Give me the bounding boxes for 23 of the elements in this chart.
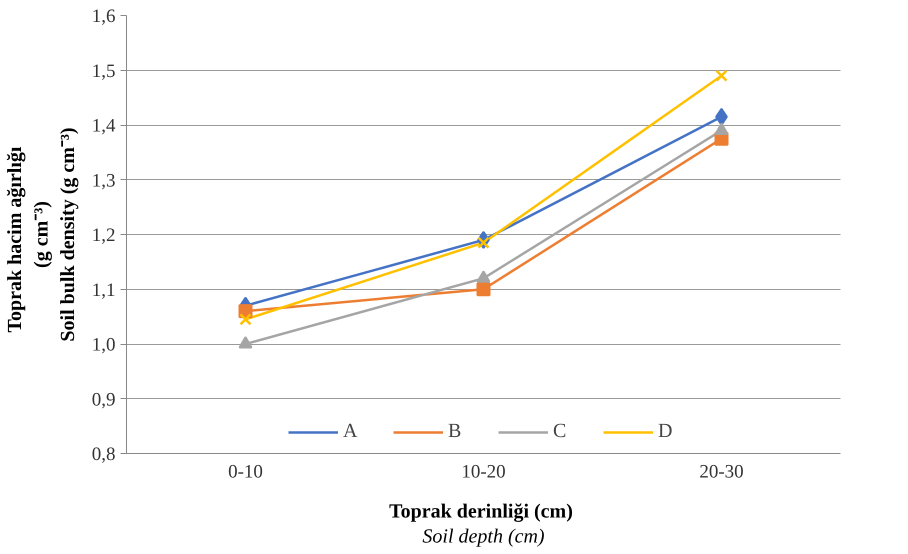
- y-tick-label: 1,5: [92, 60, 116, 82]
- legend-label: B: [448, 420, 462, 443]
- y-tick-label: 1,2: [92, 225, 116, 246]
- y-tick-label: 1,3: [92, 170, 116, 192]
- x-axis-title: Toprak derinliği (cm) Soil depth (cm): [389, 500, 573, 548]
- y-tick-label: 1,1: [92, 280, 116, 301]
- y-axis-title: Toprak hacim ağırlığı (g cm⁻³) Soil bulk density (g cm⁻³): [4, 127, 79, 342]
- legend-label: D: [658, 420, 674, 443]
- point: [715, 108, 728, 126]
- y-tick-label: 1,0: [92, 334, 116, 356]
- x-tick-label: 10-20: [461, 462, 506, 482]
- y-tick-label: 1,4: [92, 116, 116, 136]
- x-tick-label: 20-30: [699, 462, 744, 482]
- point: [239, 313, 252, 326]
- x-tick-label: 0-10: [228, 462, 263, 482]
- legend-label: A: [343, 420, 358, 443]
- point: [476, 282, 490, 296]
- point: [715, 70, 728, 82]
- y-tick-label: 0,8: [92, 444, 116, 465]
- point: [477, 236, 490, 249]
- legend-label: C: [553, 420, 568, 443]
- y-tick-label: 0,9: [92, 389, 116, 410]
- y-tick-label: 1,6: [92, 6, 116, 27]
